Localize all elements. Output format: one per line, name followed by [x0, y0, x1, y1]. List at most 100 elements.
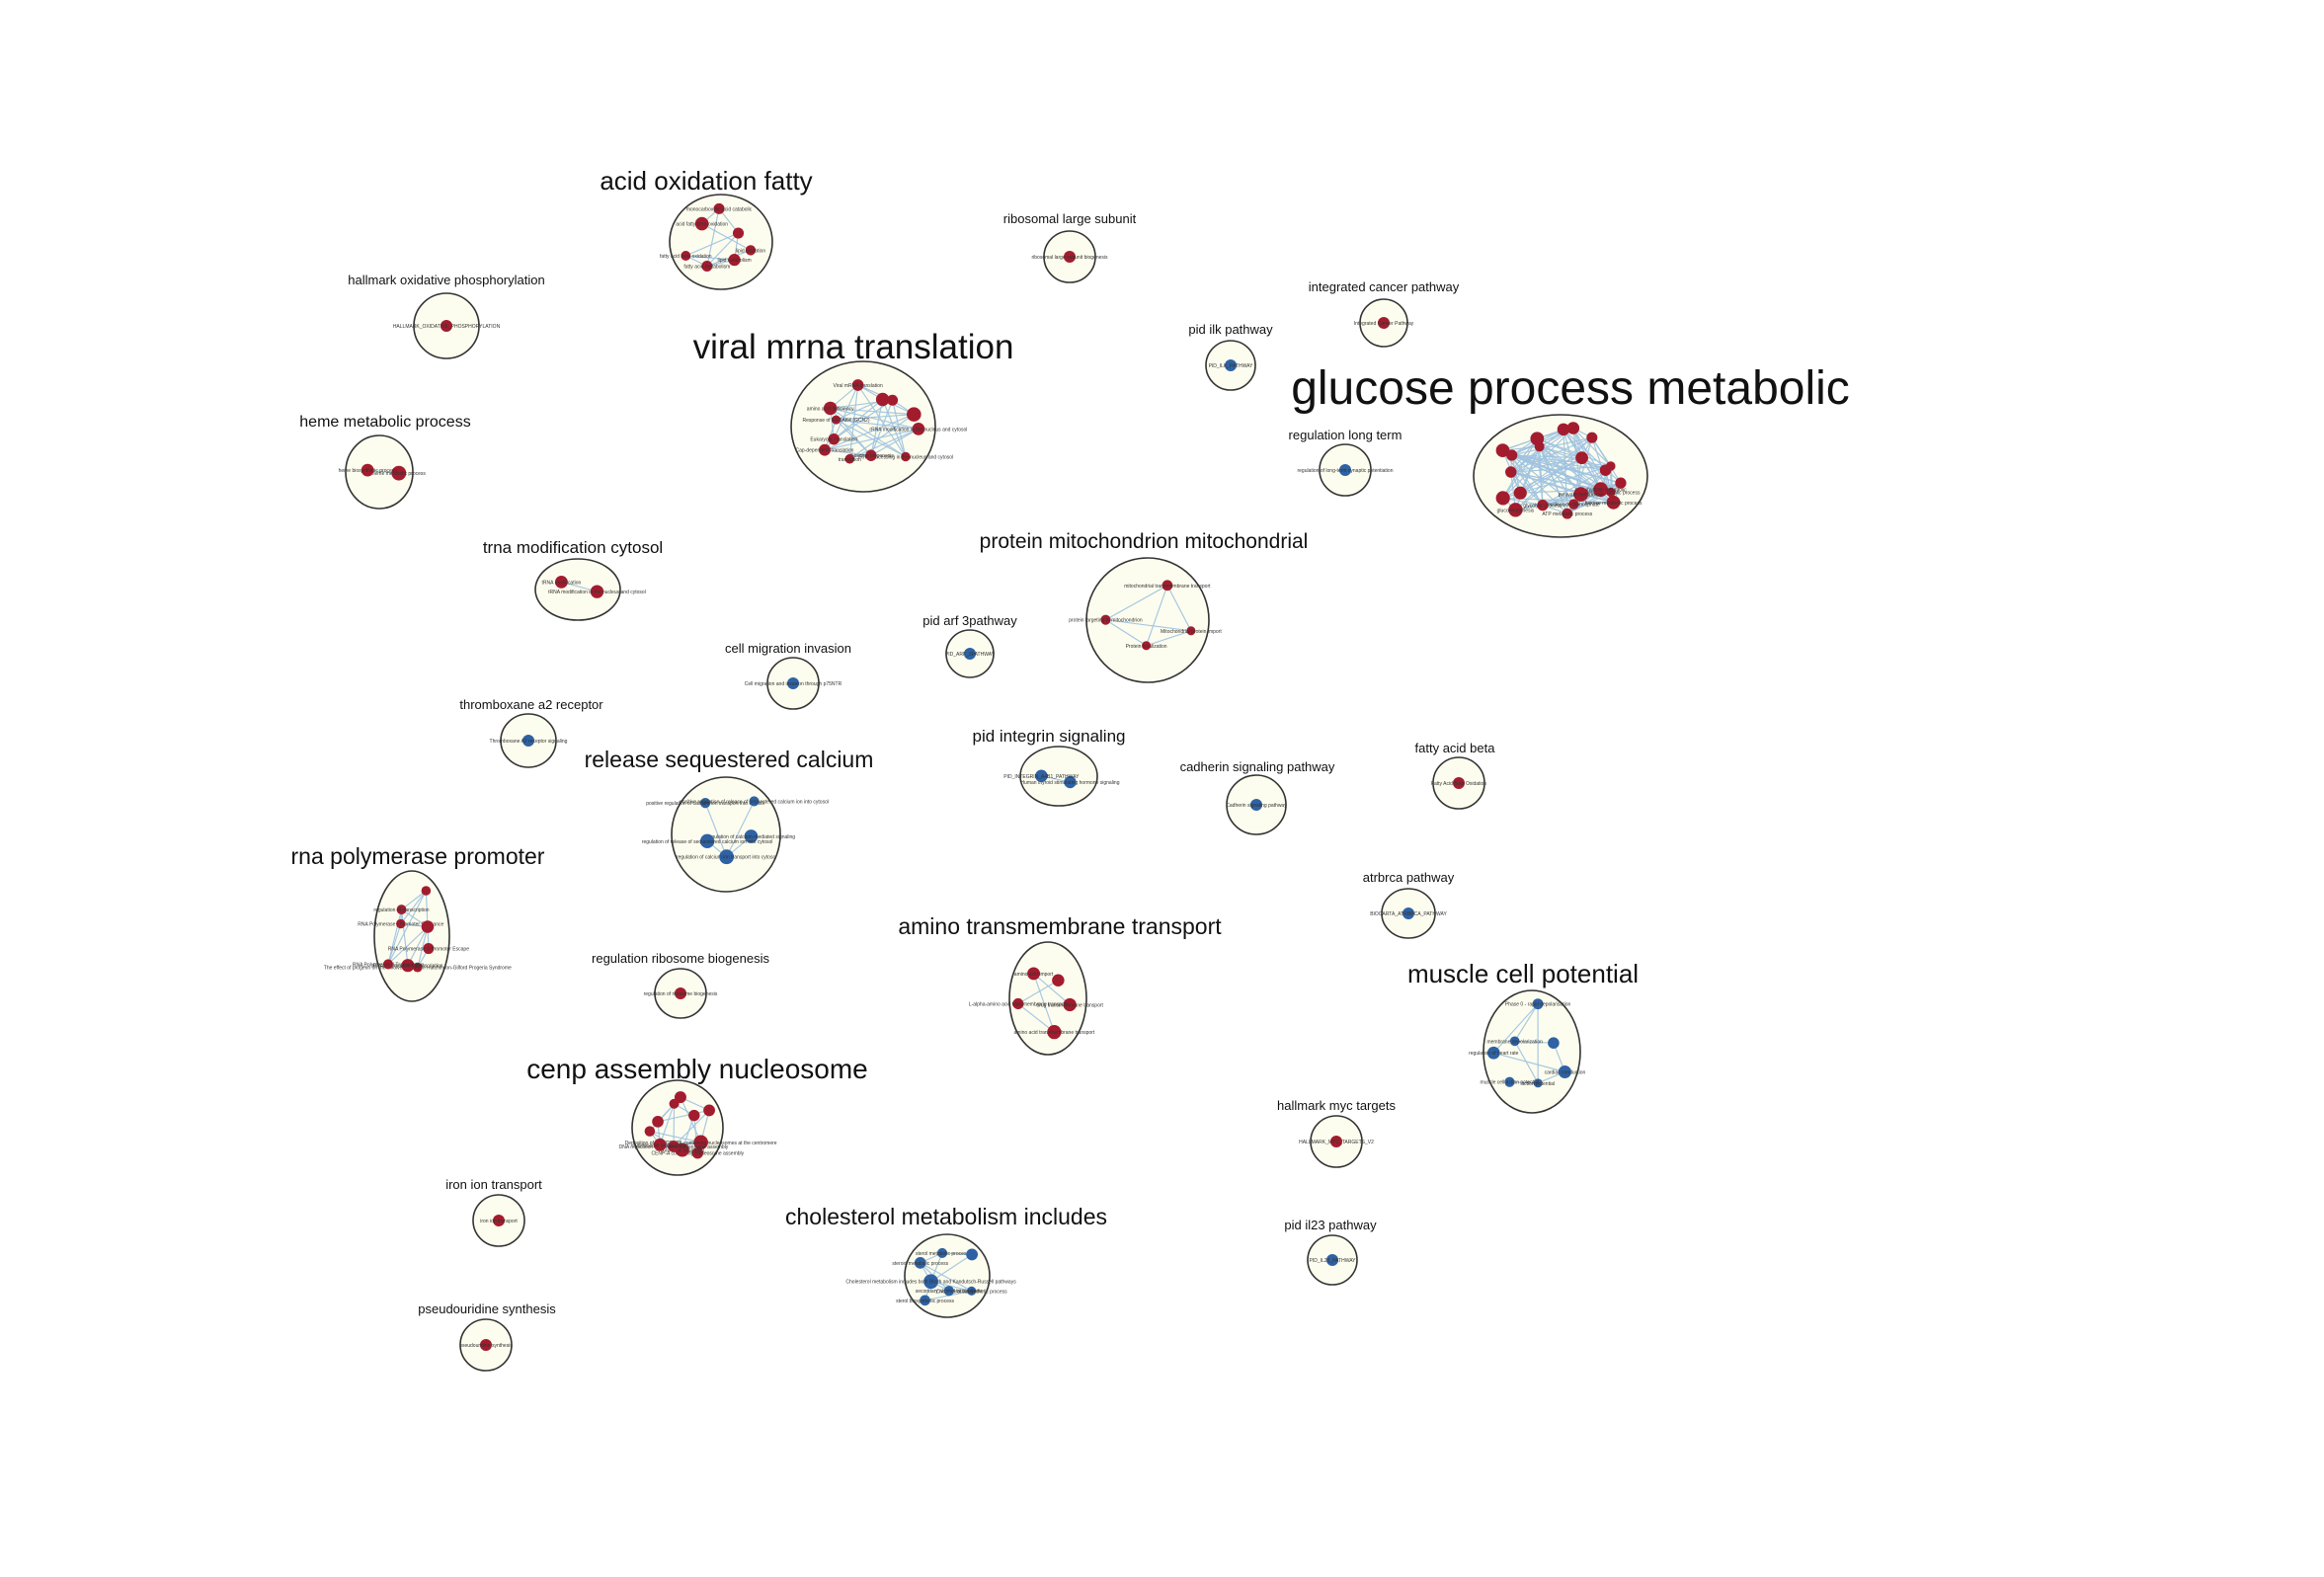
cluster-pid-ilk-pathway[interactable]: PID_ILK_PATHWAY pid ilk pathway [1188, 322, 1273, 391]
gene-set-node[interactable] [412, 962, 423, 973]
gene-set-node[interactable] [1504, 1076, 1515, 1087]
gene-set-node[interactable] [713, 202, 725, 214]
gene-set-node[interactable] [674, 1091, 686, 1104]
gene-set-node[interactable] [688, 1109, 700, 1122]
gene-set-node[interactable] [828, 433, 841, 445]
cluster-regulation-long-term[interactable]: regulation of long-term synaptic potenti… [1289, 428, 1402, 497]
gene-set-node[interactable] [382, 959, 394, 970]
gene-set-node[interactable] [719, 849, 735, 865]
gene-set-node[interactable] [1532, 998, 1544, 1010]
gene-set-node[interactable] [745, 245, 757, 256]
gene-set-node[interactable] [1548, 1037, 1560, 1049]
gene-set-node[interactable] [555, 575, 568, 589]
cluster-viral-mrna-translation[interactable]: rRNA modification in the nucleus and cyt… [693, 328, 1014, 493]
cluster-ribosomal-large-subunit[interactable]: ribosomal large subunit biogenesis riboso… [1003, 211, 1137, 283]
gene-set-node[interactable] [701, 260, 713, 272]
gene-set-node[interactable] [421, 920, 435, 933]
gene-set-node[interactable] [1530, 432, 1545, 446]
gene-set-node[interactable] [920, 1295, 930, 1306]
gene-set-node[interactable] [1568, 499, 1579, 510]
gene-set-node[interactable] [1330, 1136, 1342, 1147]
cluster-fatty-acid-beta[interactable]: Fatty Acid Beta Oxidation fatty acid beta [1415, 741, 1496, 810]
gene-set-node[interactable] [693, 1135, 708, 1150]
gene-set-node[interactable] [396, 905, 407, 915]
gene-set-node[interactable] [493, 1215, 505, 1226]
gene-set-node[interactable] [749, 796, 760, 807]
gene-set-node[interactable] [887, 394, 899, 406]
gene-set-node[interactable] [1505, 466, 1517, 478]
gene-set-node[interactable] [421, 886, 432, 896]
cluster-integrated-cancer-pathway[interactable]: Integrated Cancer Pathway integrated canc… [1309, 279, 1460, 348]
gene-set-node[interactable] [936, 1247, 948, 1258]
cluster-trna-modification-cytosol[interactable]: tRNA modification in the nucleus and cyt… [483, 538, 663, 621]
gene-set-node[interactable] [1064, 775, 1077, 789]
gene-set-node[interactable] [865, 449, 877, 461]
cluster-cadherin-signaling-pathway[interactable]: Cadherin signaling pathway cadherin signa… [1180, 759, 1335, 835]
gene-set-node[interactable] [644, 1126, 656, 1137]
gene-set-node[interactable] [1250, 799, 1262, 811]
cluster-rna-polymerase-promoter[interactable]: RNA Polymerase II Promoter Escape The eff… [291, 843, 545, 1002]
gene-set-node[interactable] [912, 423, 925, 435]
gene-set-node[interactable] [590, 585, 604, 598]
gene-set-node[interactable] [675, 987, 686, 999]
cluster-release-sequestered-calcium[interactable]: regulation of calcium-mediated signaling… [585, 747, 874, 893]
gene-set-node[interactable] [1378, 317, 1390, 329]
gene-set-node[interactable] [1052, 974, 1065, 987]
gene-set-node[interactable] [914, 1257, 926, 1269]
gene-set-node[interactable] [1142, 641, 1152, 651]
gene-set-node[interactable] [732, 227, 745, 239]
gene-set-node[interactable] [1537, 499, 1549, 512]
gene-set-node[interactable] [844, 453, 855, 464]
gene-set-node[interactable] [652, 1116, 664, 1128]
gene-set-node[interactable] [901, 451, 911, 462]
gene-set-node[interactable] [1557, 423, 1570, 436]
gene-set-node[interactable] [668, 1141, 680, 1152]
gene-set-node[interactable] [1606, 487, 1616, 498]
gene-set-node[interactable] [875, 392, 890, 407]
gene-set-node[interactable] [423, 943, 435, 955]
gene-set-node[interactable] [1027, 967, 1041, 981]
gene-set-node[interactable] [396, 918, 406, 929]
gene-set-node[interactable] [1533, 1078, 1543, 1088]
gene-set-node[interactable] [1063, 997, 1077, 1012]
gene-set-node[interactable] [1562, 508, 1573, 519]
gene-set-node[interactable] [1035, 769, 1048, 783]
gene-set-node[interactable] [1100, 614, 1111, 625]
cluster-hallmark-oxidative-phosphorylation[interactable]: HALLMARK_OXIDATIVE_PHOSPHORYLATION hallma… [348, 273, 545, 359]
cluster-regulation-ribosome-biogenesis[interactable]: regulation of ribosome biogenesis regulat… [592, 951, 769, 1019]
gene-set-node[interactable] [361, 463, 374, 477]
gene-set-node[interactable] [851, 379, 864, 391]
gene-set-node[interactable] [1402, 907, 1414, 919]
gene-set-node[interactable] [703, 1104, 715, 1117]
gene-set-node[interactable] [964, 648, 976, 660]
gene-set-node[interactable] [1586, 432, 1598, 443]
gene-set-node[interactable] [653, 1138, 667, 1151]
gene-set-node[interactable] [728, 254, 741, 267]
cluster-hallmark-myc-targets[interactable]: HALLMARK_MYC_TARGETS_V2 hallmark myc targ… [1277, 1098, 1396, 1168]
gene-set-node[interactable] [1566, 422, 1580, 434]
gene-set-node[interactable] [681, 251, 691, 261]
gene-set-node[interactable] [1573, 487, 1588, 502]
gene-set-node[interactable] [1593, 482, 1609, 498]
cluster-thromboxane-a2-receptor[interactable]: Thromboxane A2 receptor signaling thrombo… [459, 697, 603, 768]
gene-set-node[interactable] [1326, 1254, 1338, 1266]
gene-set-node[interactable] [967, 1286, 977, 1296]
cluster-protein-mitochondrion-mitochondrial[interactable]: Mitochondrial protein import Protein loca… [980, 530, 1309, 683]
gene-set-node[interactable] [1486, 1046, 1500, 1060]
cluster-pid-integrin-signaling[interactable]: Human thyroid stimulating hormone signal… [973, 727, 1126, 807]
cluster-pid-arf-3pathway[interactable]: PID_ARF_3PATHWAY pid arf 3pathway [922, 613, 1017, 678]
gene-set-node[interactable] [1509, 1036, 1520, 1047]
gene-set-node[interactable] [1339, 464, 1351, 476]
gene-set-node[interactable] [1513, 486, 1527, 500]
gene-set-node[interactable] [831, 415, 841, 425]
cluster-pid-il23-pathway[interactable]: PID_IL23_PATHWAY pid il23 pathway [1284, 1218, 1377, 1286]
gene-set-node[interactable] [694, 216, 709, 231]
gene-set-node[interactable] [1186, 626, 1196, 636]
cluster-iron-ion-transport[interactable]: iron ion transport iron ion transport [445, 1177, 542, 1247]
gene-set-node[interactable] [441, 320, 452, 332]
gene-set-node[interactable] [699, 797, 711, 809]
